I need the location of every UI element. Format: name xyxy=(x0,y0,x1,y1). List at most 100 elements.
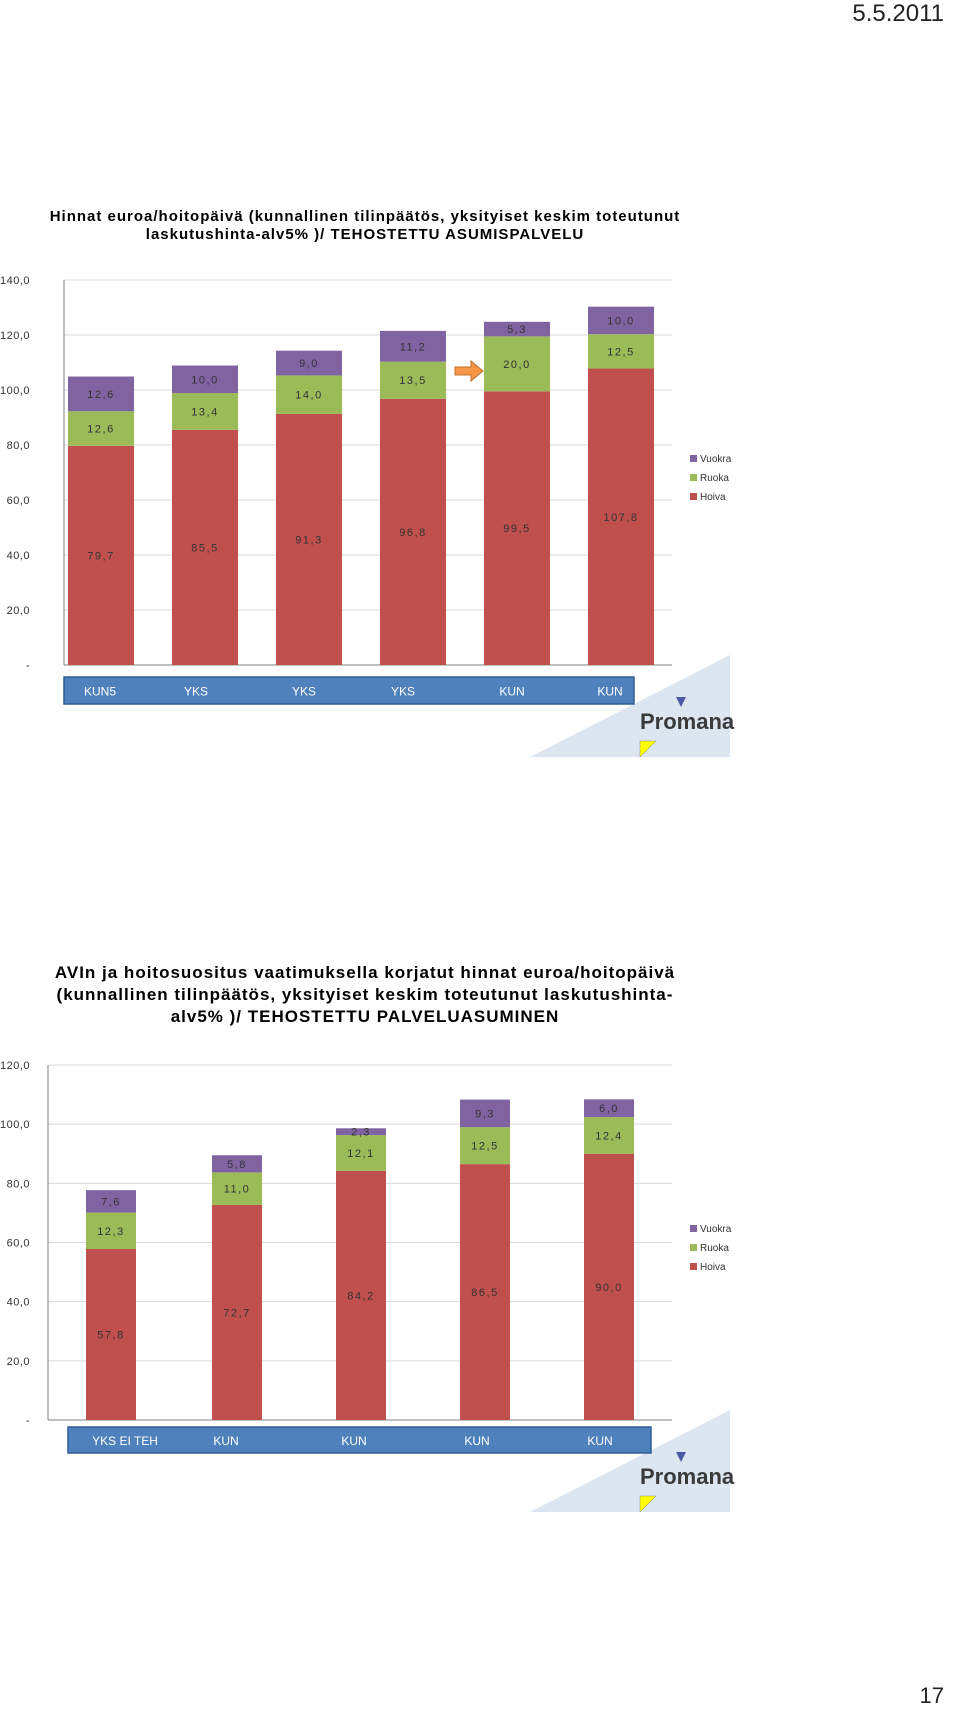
data-label-hoiva: 99,5 xyxy=(503,523,530,535)
data-label-vuokra: 9,3 xyxy=(475,1108,495,1120)
bar-segment-vuokra xyxy=(588,306,654,335)
bar-segment-vuokra xyxy=(484,321,550,337)
data-label-vuokra: 7,6 xyxy=(101,1196,121,1208)
bar-segment-ruoka xyxy=(484,336,550,392)
legend-item-ruoka: Ruoka xyxy=(700,473,729,484)
logo-mark-icon xyxy=(639,740,657,758)
bar-segment-hoiva xyxy=(588,368,654,665)
data-label-ruoka: 13,4 xyxy=(191,406,218,418)
data-label-ruoka: 14,0 xyxy=(295,390,322,402)
category-band xyxy=(67,1426,652,1454)
x-category-label: YKS xyxy=(184,685,208,699)
data-label-ruoka: 12,5 xyxy=(607,346,634,358)
y-tick-label: 80,0 xyxy=(7,440,30,452)
x-category-label: KUN xyxy=(499,685,524,699)
data-label-ruoka: 13,5 xyxy=(399,375,426,387)
bar-segment-hoiva xyxy=(484,391,550,665)
bar-segment-hoiva xyxy=(276,413,342,665)
bar-segment-vuokra xyxy=(86,1190,136,1213)
page-number: 17 xyxy=(919,1683,944,1708)
data-label-ruoka: 12,4 xyxy=(595,1130,622,1142)
data-label-vuokra: 9,0 xyxy=(299,358,319,370)
data-label-ruoka: 12,1 xyxy=(347,1148,374,1160)
data-label-vuokra: 10,0 xyxy=(191,374,218,386)
data-label-vuokra: 11,2 xyxy=(400,341,427,353)
data-label-vuokra: 10,0 xyxy=(607,315,634,327)
data-label-hoiva: 72,7 xyxy=(223,1307,250,1319)
data-label-hoiva: 96,8 xyxy=(399,527,426,539)
bar-segment-ruoka xyxy=(588,334,654,369)
data-label-hoiva: 90,0 xyxy=(595,1282,622,1294)
x-category-label: KUN5 xyxy=(84,685,116,699)
data-label-hoiva: 79,7 xyxy=(87,550,114,562)
y-tick-label: - xyxy=(26,660,30,672)
y-tick-label: 20,0 xyxy=(7,1356,30,1368)
y-tick-label: 100,0 xyxy=(0,1119,30,1131)
legend-item-hoiva: Hoiva xyxy=(700,1262,726,1273)
chart-1-title: Hinnat euroa/hoitopäivä (kunnallinen til… xyxy=(49,208,681,243)
legend-item-hoiva: Hoiva xyxy=(700,492,726,503)
legend-swatch xyxy=(690,474,697,481)
data-label-hoiva: 85,5 xyxy=(191,542,218,554)
chart-2: - 20,0 40,0 60,0 80,0 100,0 120,0 57,8 12,3 7,6 72… xyxy=(0,1060,735,1513)
page-date: 5.5.2011 xyxy=(852,0,944,27)
data-label-hoiva: 57,8 xyxy=(97,1330,124,1342)
data-label-vuokra: 2,3 xyxy=(351,1127,371,1139)
bar-segment-ruoka xyxy=(584,1117,634,1154)
logo-text: Promana xyxy=(640,1464,735,1489)
bar-segment-ruoka xyxy=(68,411,134,446)
logo-text: Promana xyxy=(640,709,735,734)
x-category-label: KUN xyxy=(597,685,622,699)
category-band xyxy=(63,676,635,705)
y-tick-label: 80,0 xyxy=(7,1178,30,1190)
logo-mark-icon xyxy=(639,1495,657,1513)
chart-2-title: AVIn ja hoitosuositus vaatimuksella korj… xyxy=(54,963,676,1026)
data-label-vuokra: 5,3 xyxy=(507,324,527,336)
data-label-ruoka: 12,5 xyxy=(471,1141,498,1153)
logo-accent-icon xyxy=(676,1452,686,1462)
bar-segment-vuokra xyxy=(276,350,342,376)
logo-background xyxy=(530,655,730,757)
chart-1: - 20,0 40,0 60,0 80,0 100,0 120,0 140,0 79,7 12,6… xyxy=(0,275,735,758)
bar-segment-vuokra xyxy=(172,365,238,394)
x-category-label: KUN xyxy=(587,1434,612,1448)
bar-segment-vuokra xyxy=(212,1155,262,1173)
legend-swatch xyxy=(690,1263,697,1270)
data-label-vuokra: 12,6 xyxy=(87,389,114,401)
bar-segment-ruoka xyxy=(276,375,342,414)
bar-segment-hoiva xyxy=(212,1204,262,1420)
legend-item-ruoka: Ruoka xyxy=(700,1243,729,1254)
bar-segment-hoiva xyxy=(86,1249,136,1420)
data-label-ruoka: 11,0 xyxy=(224,1184,251,1196)
data-label-vuokra: 6,0 xyxy=(599,1103,619,1115)
bar-segment-hoiva xyxy=(460,1164,510,1420)
bar-segment-vuokra xyxy=(460,1099,510,1128)
bar-segment-hoiva xyxy=(68,445,134,665)
x-category-label: YKS xyxy=(391,685,415,699)
arrow-right-icon xyxy=(454,359,484,383)
bar-segment-vuokra xyxy=(380,330,446,362)
logo-background xyxy=(530,1410,730,1512)
y-tick-label: 60,0 xyxy=(7,495,30,507)
legend-swatch xyxy=(690,1244,697,1251)
data-label-ruoka: 12,6 xyxy=(87,424,114,436)
bar-segment-vuokra xyxy=(584,1099,634,1118)
bar-segment-ruoka xyxy=(460,1127,510,1165)
data-label-ruoka: 20,0 xyxy=(503,359,530,371)
legend-swatch xyxy=(690,493,697,500)
y-tick-label: 20,0 xyxy=(7,605,30,617)
legend-swatch xyxy=(690,455,697,462)
y-tick-label: 140,0 xyxy=(0,275,30,287)
x-category-label: KUN xyxy=(213,1434,238,1448)
y-tick-label: 40,0 xyxy=(7,550,30,562)
data-label-hoiva: 91,3 xyxy=(295,534,322,546)
legend-item-vuokra: Vuokra xyxy=(700,1224,732,1235)
y-tick-label: 120,0 xyxy=(0,1060,30,1072)
bar-segment-ruoka xyxy=(172,393,238,430)
y-tick-label: 100,0 xyxy=(0,385,30,397)
bar-segment-hoiva xyxy=(172,429,238,665)
logo-accent-icon xyxy=(676,697,686,707)
y-tick-label: 60,0 xyxy=(7,1238,30,1250)
bar-segment-ruoka xyxy=(212,1172,262,1205)
